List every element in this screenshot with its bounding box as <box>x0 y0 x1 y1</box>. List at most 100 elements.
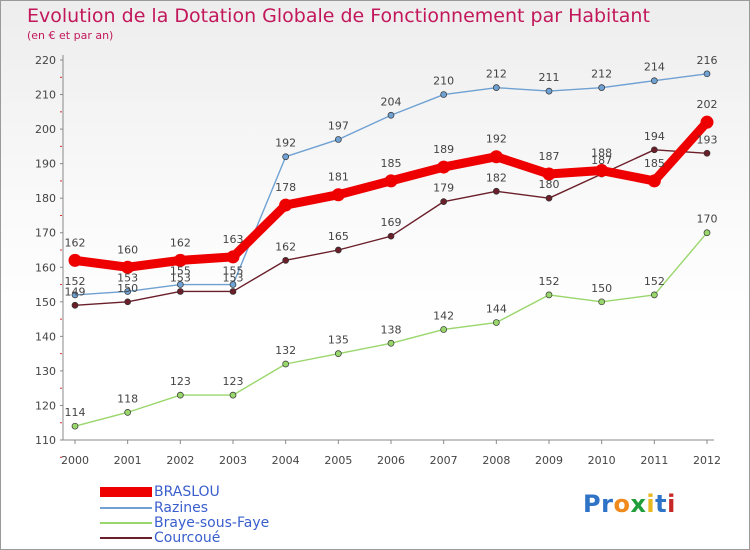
data-point-razines <box>545 87 553 95</box>
data-label-razines: 155 <box>170 265 191 278</box>
y-tick-label: 160 <box>35 261 56 274</box>
legend-label-braslou: BRASLOU <box>154 484 220 500</box>
data-label-braye-sous-faye: 152 <box>539 275 560 288</box>
data-label-braye-sous-faye: 132 <box>275 344 296 357</box>
data-point-razines <box>71 291 79 299</box>
data-label-braye-sous-faye: 150 <box>591 282 612 295</box>
y-tick-label: 130 <box>35 365 56 378</box>
data-label-razines: 210 <box>433 75 454 88</box>
data-point-razines <box>440 91 448 98</box>
y-tick-label: 170 <box>35 227 56 240</box>
data-point-razines <box>492 84 500 91</box>
data-point-courcoué <box>71 301 79 309</box>
data-label-razines: 153 <box>117 271 138 284</box>
data-label-razines: 197 <box>328 119 349 132</box>
data-label-razines: 211 <box>539 71 560 84</box>
data-label-braslou: 160 <box>117 243 138 256</box>
chart-title: Evolution de la Dotation Globale de Fonc… <box>27 5 650 27</box>
legend-swatch-braslou <box>100 487 152 497</box>
y-tick-label: 180 <box>35 192 56 205</box>
legend-label-braye-sous-faye: Braye-sous-Faye <box>154 515 270 531</box>
data-label-braslou: 162 <box>65 236 86 249</box>
data-point-braslou <box>384 174 398 188</box>
y-tick-label: 150 <box>35 296 56 309</box>
legend-item-razines: Razines <box>100 501 208 515</box>
data-label-braslou: 163 <box>223 233 244 246</box>
data-label-courcoué: 194 <box>644 130 665 143</box>
data-label-braye-sous-faye: 170 <box>697 213 718 226</box>
legend-label-courcoue: Courcoué <box>154 530 221 546</box>
data-point-braye-sous-faye <box>334 350 342 357</box>
data-point-courcoué <box>650 146 658 154</box>
data-label-courcoué: 179 <box>433 182 454 195</box>
data-label-courcoué: 193 <box>697 133 718 146</box>
data-point-braslou <box>173 253 187 267</box>
data-point-courcoué <box>387 232 395 240</box>
x-tick-label: 2005 <box>324 454 352 467</box>
x-tick-label: 2012 <box>693 454 721 467</box>
x-tick-label: 2007 <box>430 454 458 467</box>
data-point-courcoué <box>282 257 290 264</box>
data-label-braslou: 162 <box>170 236 191 249</box>
data-point-braye-sous-faye <box>440 326 448 333</box>
data-point-braslou <box>647 174 661 188</box>
data-point-courcoué <box>440 198 448 205</box>
x-tick-label: 2004 <box>272 454 300 467</box>
data-point-braye-sous-faye <box>282 360 290 368</box>
y-tick-label: 140 <box>35 330 56 343</box>
data-point-braye-sous-faye <box>598 298 606 306</box>
data-point-braslou <box>226 250 240 264</box>
y-tick-label: 200 <box>35 123 56 136</box>
data-label-braslou: 189 <box>433 143 454 156</box>
legend-swatch-razines <box>100 507 152 509</box>
legend-label-razines: Razines <box>154 500 209 516</box>
data-label-razines: 216 <box>697 54 718 67</box>
data-label-braslou: 185 <box>644 157 665 170</box>
x-tick-label: 2001 <box>114 454 142 467</box>
data-label-braye-sous-faye: 144 <box>486 303 507 316</box>
data-point-razines <box>282 153 290 161</box>
legend-item-braslou: BRASLOU <box>100 485 220 499</box>
data-label-razines: 212 <box>486 68 507 81</box>
data-point-braye-sous-faye <box>545 291 553 299</box>
data-label-courcoué: 180 <box>539 178 560 191</box>
x-tick-label: 2002 <box>166 454 194 467</box>
data-label-razines: 212 <box>591 68 612 81</box>
data-point-razines <box>598 84 606 91</box>
data-label-courcoué: 153 <box>223 271 244 284</box>
data-label-braye-sous-faye: 135 <box>328 334 349 347</box>
data-label-braslou: 202 <box>697 98 718 111</box>
data-label-braslou: 187 <box>539 150 560 163</box>
y-tick-label: 120 <box>35 399 56 412</box>
y-tick-label: 190 <box>35 158 56 171</box>
data-point-braslou <box>121 260 135 274</box>
data-point-braslou <box>595 164 609 178</box>
x-tick-label: 2000 <box>61 454 89 467</box>
legend-swatch-braye-sous-faye <box>100 522 152 524</box>
data-point-braslou <box>489 150 503 164</box>
data-point-razines <box>387 111 395 119</box>
data-point-courcoué <box>703 149 711 157</box>
data-label-razines: 192 <box>275 137 296 150</box>
x-tick-label: 2008 <box>482 454 510 467</box>
data-point-braye-sous-faye <box>387 339 395 347</box>
data-label-courcoué: 150 <box>117 282 138 295</box>
data-label-courcoué: 165 <box>328 230 349 243</box>
y-tick-label: 110 <box>35 434 56 447</box>
data-point-braye-sous-faye <box>492 319 500 326</box>
data-label-courcoué: 153 <box>170 271 191 284</box>
y-tick-label: 210 <box>35 89 56 102</box>
data-point-razines <box>650 77 658 85</box>
data-label-braye-sous-faye: 138 <box>381 323 402 336</box>
data-point-razines <box>703 70 711 78</box>
data-point-braslou <box>279 198 293 212</box>
data-point-braslou <box>68 253 82 267</box>
data-point-braye-sous-faye <box>703 229 711 237</box>
data-label-razines: 214 <box>644 61 665 74</box>
data-point-braye-sous-faye <box>124 409 132 416</box>
data-label-braslou: 185 <box>381 157 402 170</box>
legend-item-braye-sous-faye: Braye-sous-Faye <box>100 516 269 530</box>
data-label-courcoué: 169 <box>381 216 402 229</box>
